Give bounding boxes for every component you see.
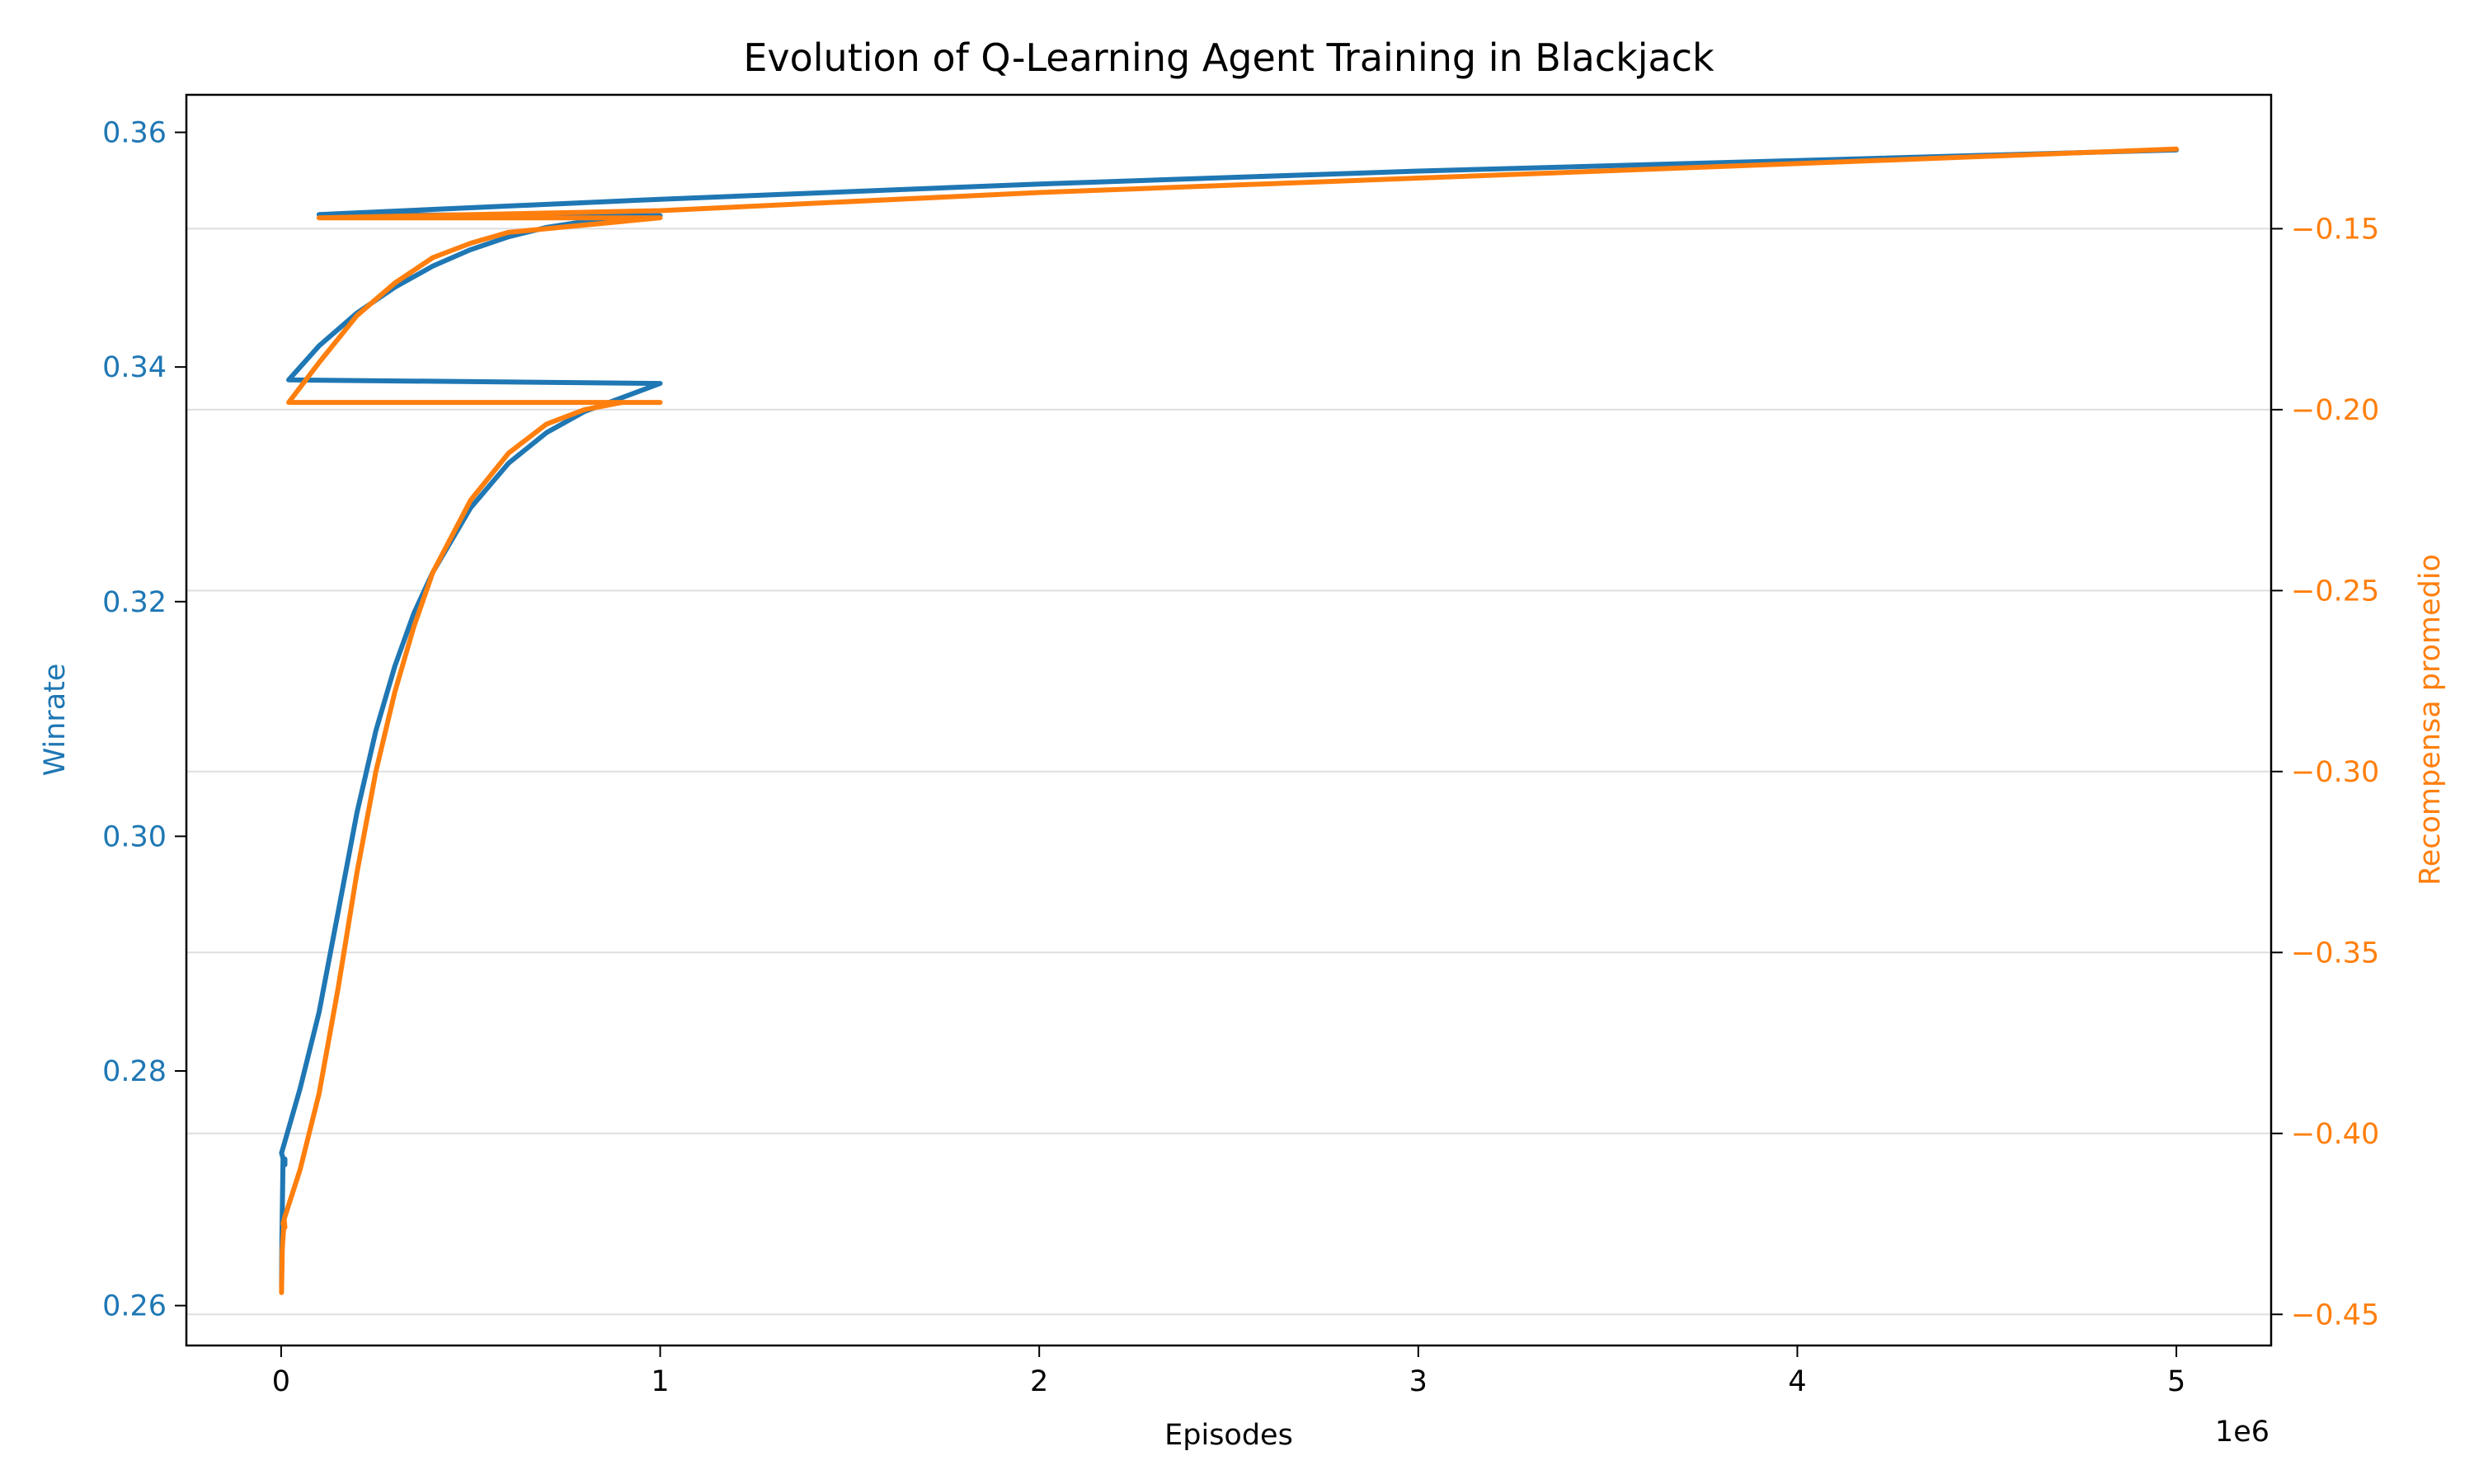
- y-right-tick-label: −0.20: [2291, 394, 2379, 427]
- x-tick-label: 4: [1788, 1365, 1806, 1398]
- y-left-tick-label: 0.28: [102, 1055, 167, 1088]
- y-right-tick-label: −0.40: [2291, 1118, 2379, 1151]
- x-tick-label: 1: [651, 1365, 669, 1398]
- x-offset-text: 1e6: [2215, 1416, 2269, 1449]
- y-right-axis: −0.45 −0.40 −0.35 −0.30 −0.25 −0.20 −0.15: [2271, 213, 2379, 1331]
- plot-frame: [185, 93, 2273, 1347]
- y-left-axis: 0.26 0.28 0.30 0.32 0.34 0.36: [102, 117, 186, 1323]
- series-layer: [279, 146, 2180, 1295]
- y-left-axis-label: Winrate: [39, 664, 72, 777]
- y-right-tick-label: −0.25: [2291, 575, 2379, 608]
- grid-layer: [186, 228, 2271, 1316]
- y-right-tick-label: −0.35: [2291, 937, 2379, 970]
- y-left-tick-label: 0.26: [102, 1290, 167, 1323]
- y-left-tick-label: 0.32: [102, 586, 167, 619]
- x-tick-label: 0: [272, 1365, 290, 1398]
- x-tick-label: 2: [1030, 1365, 1048, 1398]
- x-tick-label: 5: [2167, 1365, 2185, 1398]
- x-tick-label: 3: [1409, 1365, 1427, 1398]
- x-axis: 0 1 2 3 4 5: [272, 1345, 2185, 1398]
- y-left-tick-label: 0.34: [102, 351, 167, 384]
- y-right-axis-label: Recompensa promedio: [2414, 554, 2447, 885]
- x-axis-label: Episodes: [1164, 1419, 1293, 1452]
- reward-series-line: [279, 146, 2180, 1295]
- y-left-tick-label: 0.36: [102, 117, 167, 150]
- y-right-tick-label: −0.15: [2291, 213, 2379, 246]
- chart-title: Evolution of Q-Learning Agent Training i…: [743, 35, 1714, 80]
- y-right-tick-label: −0.45: [2291, 1298, 2379, 1331]
- y-right-tick-label: −0.30: [2291, 756, 2379, 789]
- y-left-tick-label: 0.30: [102, 820, 167, 853]
